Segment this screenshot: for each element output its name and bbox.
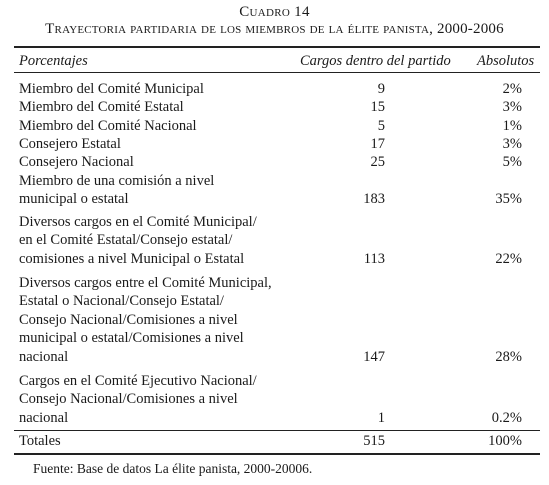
row-cargos: 15	[370, 98, 386, 115]
row-absolutos: 22%	[495, 250, 522, 267]
row-absolutos: 28%	[495, 348, 522, 365]
row-absolutos: 5%	[502, 153, 522, 170]
row-absolutos: 3%	[502, 135, 522, 152]
row-label: Consejero Estatal	[19, 136, 121, 152]
row-label: Miembro de una comisión a nivel municipa…	[19, 173, 215, 208]
totals-absolutos: 100%	[488, 432, 522, 449]
table-row: Consejero Nacional 25 5%	[0, 153, 549, 171]
row-cargos: 9	[377, 80, 385, 97]
table-row: Diversos cargos en el Comité Municipal/ …	[0, 213, 549, 268]
top-rule	[14, 46, 540, 48]
totals-cargos: 515	[363, 432, 385, 449]
source-note: Fuente: Base de datos La élite panista, …	[33, 461, 313, 476]
row-absolutos: 0.2%	[491, 409, 522, 426]
bottom-rule	[14, 453, 540, 455]
row-label: Diversos cargos en el Comité Municipal/ …	[19, 214, 257, 267]
header-label: Porcentajes	[19, 53, 88, 69]
row-cargos: 183	[363, 191, 385, 208]
table-row: Miembro del Comité Estatal 15 3%	[0, 98, 549, 116]
row-label: Consejero Nacional	[19, 154, 134, 170]
row-label: Miembro del Comité Municipal	[19, 81, 204, 97]
row-absolutos: 3%	[502, 98, 522, 115]
row-absolutos: 35%	[495, 191, 522, 208]
totals-rule	[14, 430, 540, 431]
table-row: Diversos cargos entre el Comité Municipa…	[0, 274, 549, 366]
table-row: Miembro del Comité Nacional 5 1%	[0, 117, 549, 135]
row-cargos: 25	[370, 153, 386, 170]
totals-label: Totales	[19, 433, 61, 449]
row-absolutos: 2%	[502, 80, 522, 97]
header-cargos: Cargos dentro del partido	[300, 53, 451, 69]
table-row: Cargos en el Comité Ejecutivo Nacional/ …	[0, 372, 549, 427]
row-cargos: 17	[370, 135, 386, 152]
row-label: Miembro del Comité Estatal	[19, 99, 184, 115]
table-caption-title: Trayectoria partidaria de los miembros d…	[45, 21, 504, 37]
row-cargos: 5	[377, 117, 385, 134]
row-absolutos: 1%	[502, 117, 522, 134]
row-cargos: 113	[363, 250, 385, 267]
table-row: Miembro de una comisión a nivel municipa…	[0, 172, 549, 209]
row-label: Diversos cargos entre el Comité Municipa…	[19, 275, 272, 365]
row-cargos: 147	[363, 348, 385, 365]
row-label: Cargos en el Comité Ejecutivo Nacional/ …	[19, 373, 257, 426]
table-row: Consejero Estatal 17 3%	[0, 135, 549, 153]
header-rule	[14, 72, 540, 73]
header-absolutos: Absolutos	[477, 53, 535, 69]
row-cargos: 1	[377, 409, 385, 426]
row-label: Miembro del Comité Nacional	[19, 118, 197, 134]
table-caption-number: Cuadro 14	[239, 4, 310, 20]
totals-row: Totales 515 100%	[0, 432, 549, 450]
table-row: Miembro del Comité Municipal 9 2%	[0, 80, 549, 98]
